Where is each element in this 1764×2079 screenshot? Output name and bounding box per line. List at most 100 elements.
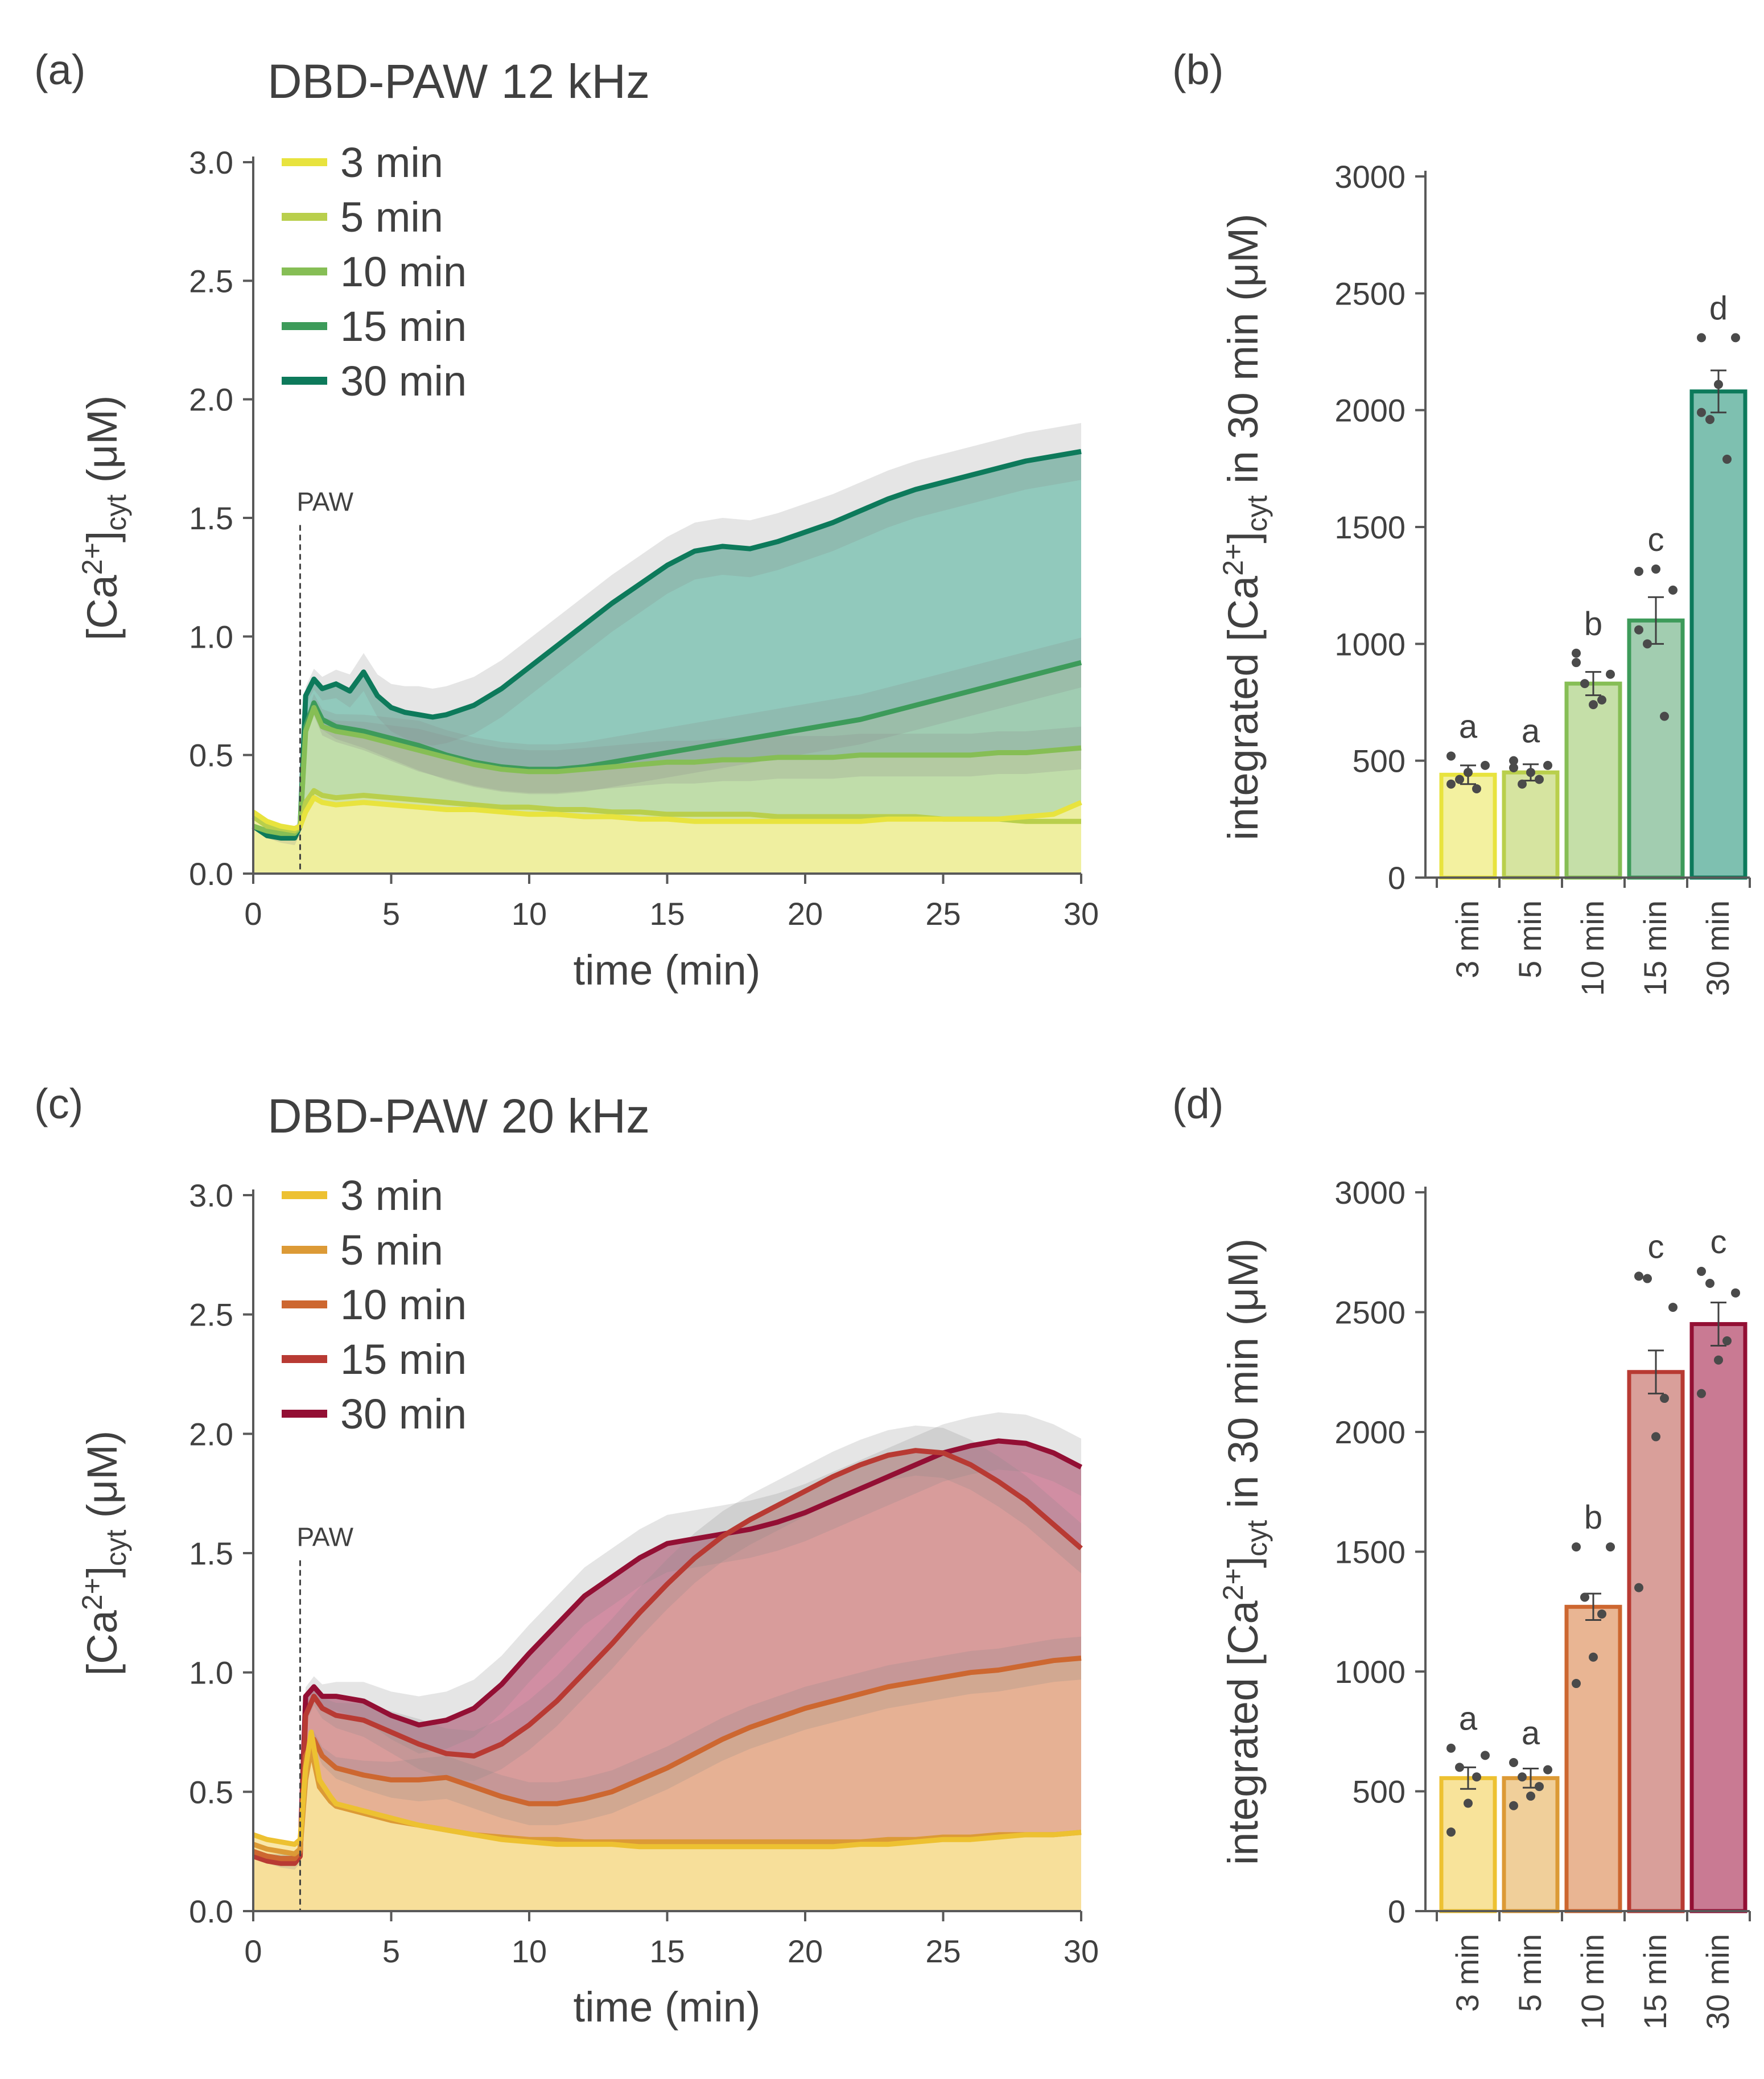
panel-b-datapoint <box>1697 333 1706 343</box>
panel-a-y-tick-label: 2.5 <box>189 263 233 299</box>
panel-a-label: (a) <box>34 46 85 93</box>
panel-c-legend-label: 3 min <box>340 1172 443 1219</box>
panel-d-sig-letter: c <box>1648 1228 1664 1265</box>
panel-d-y-tick-label: 1500 <box>1334 1534 1406 1570</box>
panel-d-datapoint <box>1705 1278 1714 1288</box>
panel-d-datapoint <box>1660 1394 1669 1403</box>
panel-b-datapoint <box>1668 585 1678 595</box>
panel-c-title: DBD-PAW 20 kHz <box>267 1089 650 1143</box>
panel-b-plot: a 3 min a 5 min b 10 min c 15 min d 30 min 0 500 100… <box>1217 159 1751 996</box>
panel-c-y-tick-label: 0.5 <box>189 1774 233 1810</box>
panel-d-label: (d) <box>1172 1080 1223 1127</box>
panel-b-datapoint <box>1455 775 1464 784</box>
panel-c-x-tick-label: 25 <box>925 1933 961 1969</box>
panel-d-datapoint <box>1697 1266 1706 1276</box>
panel-c-label: (c) <box>34 1080 83 1127</box>
panel-d-datapoint <box>1446 1827 1456 1837</box>
panel-c-error-band-30-min <box>253 1412 1081 1866</box>
panel-d-datapoint <box>1580 1592 1589 1602</box>
panel-c-x-tick-label: 15 <box>649 1933 685 1969</box>
panel-d-datapoint <box>1722 1336 1732 1346</box>
panel-c-error-band-15-min <box>253 1425 1081 1870</box>
panel-d-category-label: 30 min <box>1700 1934 1736 2029</box>
panel-b-ylabel: integrated [Ca2+]cyt in 30 min (μM) <box>1217 213 1273 840</box>
panel-d-category-label: 10 min <box>1575 1934 1610 2029</box>
panel-c-ylabel: [Ca2+]cyt (μM) <box>76 1431 132 1676</box>
panel-d-datapoint <box>1572 1679 1581 1689</box>
panel-d-datapoint <box>1697 1389 1706 1398</box>
panel-d-sig-letter: b <box>1584 1499 1602 1536</box>
panel-b-datapoint <box>1509 763 1518 772</box>
panel-d-y-tick-label: 2500 <box>1334 1295 1406 1331</box>
panel-b-sig-letter: b <box>1584 606 1602 643</box>
panel-d-bar-10-min <box>1564 1604 1622 1913</box>
panel-d-bar-30-min <box>1689 1322 1747 1913</box>
panel-b-label: (b) <box>1172 46 1223 93</box>
panel-d-sig-letter: a <box>1522 1715 1540 1752</box>
panel-d-datapoint <box>1651 1432 1660 1442</box>
panel-a-line-3-min <box>252 795 1082 831</box>
panel-a-legend-label: 5 min <box>340 194 443 241</box>
panel-a-legend-label: 15 min <box>340 303 467 350</box>
panel-d-y-tick-label: 500 <box>1353 1774 1406 1810</box>
panel-a-line-10-min <box>252 705 1082 836</box>
panel-b-datapoint <box>1572 658 1581 668</box>
panel-c-legend-label: 30 min <box>340 1390 467 1438</box>
panel-a-y-tick-label: 1.5 <box>189 500 233 536</box>
panel-a-line-30-min <box>252 448 1082 841</box>
panel-b-y-tick-label: 1500 <box>1334 509 1406 545</box>
panel-a-x-tick-label: 30 <box>1064 896 1099 932</box>
panel-a-plot: PAW 0.0 0.5 1.0 1.5 2.0 2.5 3.0 0 5 10 15 20 25 30 [Ca2… <box>76 139 1099 932</box>
panel-b-category-label: 15 min <box>1637 900 1673 996</box>
panel-c-x-tick-label: 5 <box>382 1933 400 1969</box>
panel-b-y-tick-label: 2000 <box>1334 393 1406 429</box>
panel-b-y-tick-label: 3000 <box>1334 159 1406 195</box>
panel-b-datapoint <box>1509 756 1518 765</box>
panel-b-bar-30-min <box>1689 389 1747 880</box>
panel-b-sig-letter: a <box>1459 708 1478 745</box>
panel-b-datapoint <box>1597 695 1606 705</box>
panel-b-datapoint <box>1572 648 1581 658</box>
panel-d-sig-letter: c <box>1711 1224 1727 1261</box>
panel-d-datapoint <box>1714 1355 1723 1365</box>
panel-b-datapoint <box>1535 775 1544 784</box>
panel-b-datapoint <box>1606 669 1615 679</box>
panel-b-datapoint <box>1722 454 1732 464</box>
panel-a-error-band-30-min <box>253 423 1081 845</box>
panel-c-line-15-min <box>252 1448 1083 1866</box>
panel-b-datapoint <box>1518 779 1527 789</box>
panel-a-title: DBD-PAW 12 kHz <box>267 55 650 108</box>
panel-a-y-tick-label: 0.5 <box>189 738 233 773</box>
panel-b-datapoint <box>1634 567 1643 577</box>
panel-c-legend-label: 15 min <box>340 1336 467 1383</box>
panel-c-x-tick-label: 10 <box>512 1933 547 1969</box>
panel-d-plot: a 3 min a 5 min b 10 min c 15 min c 30 min 0 500 100… <box>1217 1175 1751 2029</box>
panel-b-datapoint <box>1481 760 1490 770</box>
panel-c-y-tick-label: 1.5 <box>189 1535 233 1571</box>
panel-c-y-tick-label: 1.0 <box>189 1655 233 1691</box>
panel-d-datapoint <box>1455 1763 1464 1772</box>
panel-c-line-30-min <box>252 1438 1083 1862</box>
panel-b-bar-15-min <box>1627 618 1685 880</box>
panel-d-datapoint <box>1606 1542 1615 1552</box>
panel-d-datapoint <box>1668 1303 1678 1312</box>
panel-d-datapoint <box>1543 1765 1552 1775</box>
panel-a-error-band-10-min <box>253 699 1081 839</box>
panel-b-datapoint <box>1651 564 1660 574</box>
panel-a-legend-label: 30 min <box>340 357 467 405</box>
panel-d-datapoint <box>1634 1583 1643 1592</box>
panel-b-sig-letter: d <box>1709 290 1728 327</box>
panel-d-datapoint <box>1446 1743 1456 1753</box>
panel-a-paw-label: PAW <box>296 487 353 517</box>
panel-b-category-label: 3 min <box>1449 900 1485 978</box>
panel-b-datapoint <box>1446 779 1456 789</box>
panel-c-area-3-min <box>253 1732 1081 1911</box>
panel-b-datapoint <box>1589 700 1598 710</box>
panel-b-y-tick-label: 0 <box>1388 860 1406 896</box>
panel-c-y-tick-label: 2.0 <box>189 1416 233 1452</box>
panel-b-sig-letter: a <box>1522 713 1540 750</box>
panel-a-x-tick-label: 10 <box>512 896 547 932</box>
panel-d-y-tick-label: 3000 <box>1334 1175 1406 1211</box>
panel-a-x-tick-label: 15 <box>649 896 685 932</box>
panel-d-ylabel: integrated [Ca2+]cyt in 30 min (μM) <box>1217 1238 1273 1865</box>
